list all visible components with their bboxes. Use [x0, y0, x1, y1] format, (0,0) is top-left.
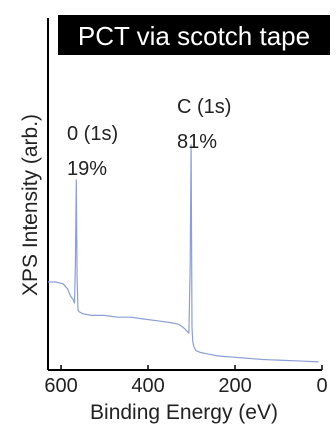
- annotation-carbon-value: 81%: [177, 131, 217, 153]
- x-tick-label: 600: [44, 375, 77, 397]
- spectrum-line-0: [48, 144, 319, 363]
- y-axis-label: XPS Intensity (arb.): [19, 114, 42, 296]
- annotation-oxygen-value: 19%: [67, 158, 107, 180]
- spectrum-series: [48, 144, 319, 363]
- x-tick-label: 0: [316, 375, 327, 397]
- x-tick-labels: 600 400 200 0: [44, 375, 327, 397]
- annotation-oxygen-label: 0 (1s): [67, 123, 118, 145]
- chart-title: PCT via scotch tape: [78, 21, 310, 51]
- axes: [47, 18, 323, 371]
- annotation-carbon-label: C (1s): [177, 96, 231, 118]
- x-tick-label: 200: [218, 375, 251, 397]
- x-axis-label: Binding Energy (eV): [90, 401, 278, 424]
- title-background: [58, 15, 330, 55]
- x-tick-label: 400: [131, 375, 164, 397]
